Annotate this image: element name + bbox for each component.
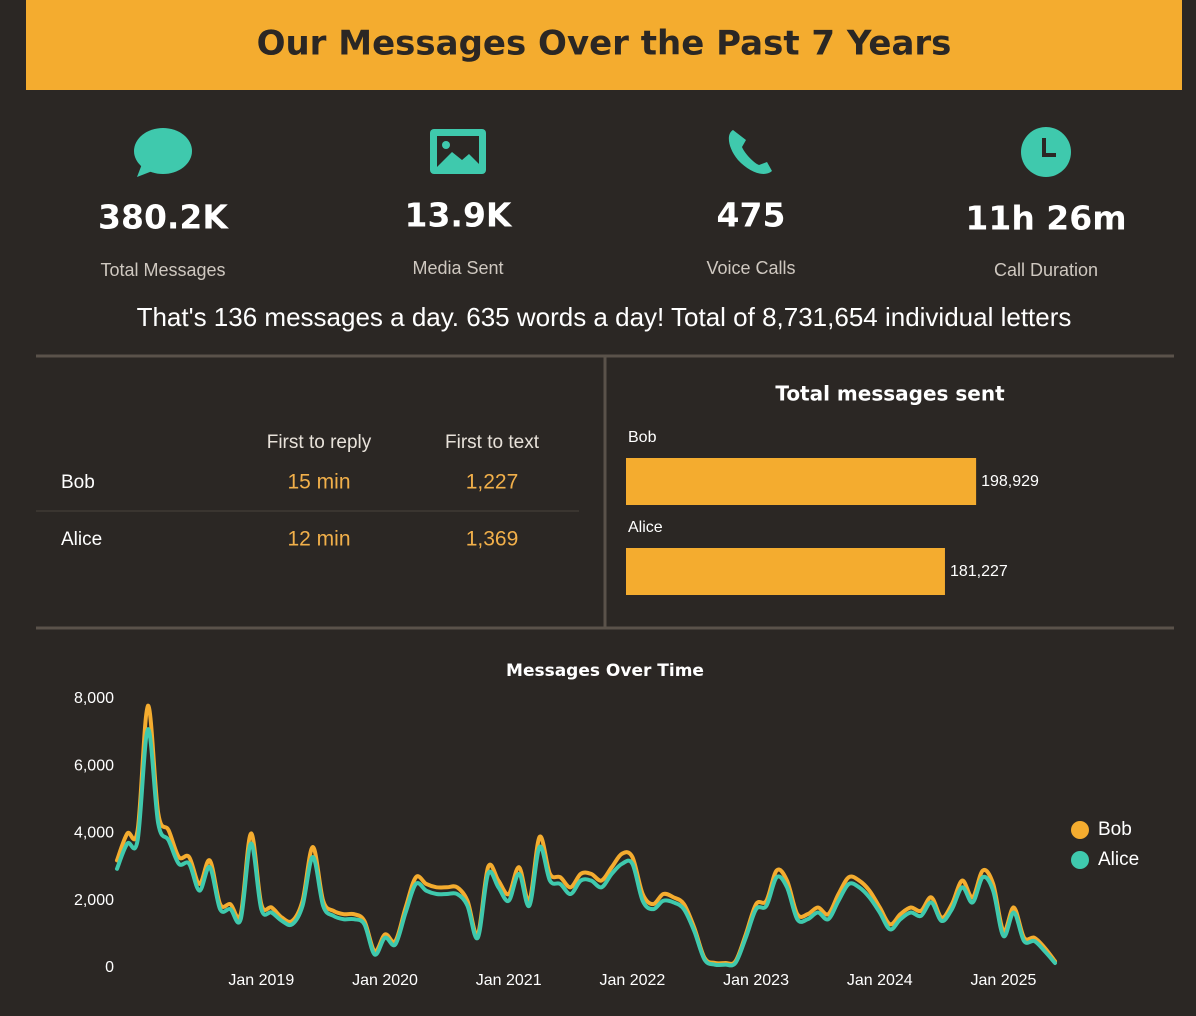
x-tick-label: Jan 2023 bbox=[723, 972, 789, 989]
legend-swatch bbox=[1071, 851, 1089, 869]
bar-category-label: Alice bbox=[628, 519, 663, 536]
bar-category-label: Bob bbox=[628, 429, 657, 446]
series-line bbox=[115, 727, 1057, 968]
x-tick-label: Jan 2022 bbox=[599, 972, 665, 989]
series-line bbox=[115, 703, 1057, 966]
x-tick-label: Jan 2021 bbox=[476, 972, 542, 989]
legend-label: Bob bbox=[1098, 819, 1132, 840]
table-cell: Bob bbox=[61, 472, 95, 493]
stat-label: Media Sent bbox=[412, 258, 503, 278]
y-tick-label: 0 bbox=[105, 959, 114, 976]
y-tick-label: 4,000 bbox=[74, 825, 114, 842]
x-tick-label: Jan 2020 bbox=[352, 972, 418, 989]
bar-value-label: 181,227 bbox=[950, 563, 1008, 580]
table-cell: 1,369 bbox=[466, 528, 519, 551]
stat-value: 13.9K bbox=[405, 196, 513, 235]
header-bar bbox=[26, 0, 1182, 90]
y-tick-label: 8,000 bbox=[74, 690, 114, 707]
stat-value: 475 bbox=[717, 196, 786, 235]
table-cell: 12 min bbox=[287, 528, 350, 551]
y-tick-label: 6,000 bbox=[74, 757, 114, 774]
icon-phone bbox=[728, 130, 772, 174]
bar bbox=[626, 458, 977, 505]
summary: That's 136 messages a day. 635 words a d… bbox=[137, 302, 1072, 332]
stat-value: 11h 26m bbox=[965, 199, 1126, 238]
icon-image bbox=[430, 129, 486, 174]
stat-label: Total Messages bbox=[100, 260, 225, 280]
chart-title: Total messages sent bbox=[775, 382, 1005, 406]
stat-label: Voice Calls bbox=[706, 258, 795, 278]
chart-title: Messages Over Time bbox=[506, 661, 704, 681]
table-header: First to reply bbox=[267, 432, 372, 453]
icon-clock bbox=[1021, 127, 1071, 177]
y-tick-label: 2,000 bbox=[74, 892, 114, 909]
table-cell: 15 min bbox=[287, 471, 350, 494]
x-tick-label: Jan 2025 bbox=[971, 972, 1037, 989]
stat-value: 380.2K bbox=[98, 198, 229, 237]
stat-label: Call Duration bbox=[994, 260, 1098, 280]
bar-value-label: 198,929 bbox=[981, 473, 1039, 490]
table-cell: Alice bbox=[61, 529, 102, 550]
legend-label: Alice bbox=[1098, 849, 1139, 870]
x-tick-label: Jan 2019 bbox=[228, 972, 294, 989]
table-cell: 1,227 bbox=[466, 471, 519, 494]
x-tick-label: Jan 2024 bbox=[847, 972, 913, 989]
bar bbox=[626, 548, 945, 595]
icon-chat bbox=[134, 128, 192, 177]
table-header: First to text bbox=[445, 432, 540, 453]
page-title: Our Messages Over the Past 7 Years bbox=[257, 24, 952, 64]
legend-swatch bbox=[1071, 821, 1089, 839]
